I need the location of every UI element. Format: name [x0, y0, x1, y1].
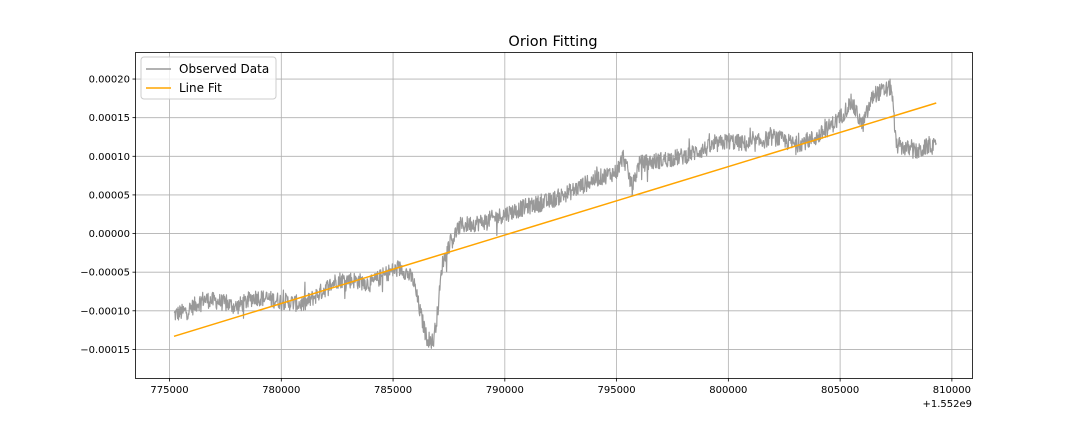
y-tick-label: 0.00010 [89, 152, 130, 163]
x-tick-label: 775000 [150, 385, 188, 396]
x-tick-label: 800000 [709, 385, 747, 396]
legend-box [140, 56, 277, 100]
x-tick-label: 780000 [262, 385, 300, 396]
y-tick-label: −0.00015 [80, 345, 130, 356]
line-fit-line [173, 102, 937, 337]
legend-label-observed: Observed Data [179, 62, 269, 76]
x-tick-label: 810000 [933, 385, 971, 396]
chart-title: Orion Fitting [508, 34, 597, 50]
observed-data-line [173, 78, 937, 349]
y-tick-label: 0.00015 [89, 113, 130, 124]
plot-frame [135, 52, 973, 379]
x-tick-label: 805000 [821, 385, 859, 396]
y-tick-label: −0.00005 [80, 268, 130, 279]
legend: Observed Data Line Fit [140, 56, 277, 100]
x-offset-label: +1.552e9 [922, 399, 972, 410]
legend-label-fit: Line Fit [179, 81, 222, 95]
x-tick-label: 790000 [486, 385, 524, 396]
y-tick-label: −0.00010 [80, 306, 130, 317]
axes: 775000 780000 785000 790000 795000 800000 8050… [80, 75, 971, 396]
y-tick-label: 0.00020 [89, 75, 130, 86]
series-group [173, 78, 937, 349]
y-tick-label: 0.00000 [89, 229, 130, 240]
grid [136, 52, 972, 378]
y-tick-label: 0.00005 [89, 190, 130, 201]
x-tick-label: 785000 [374, 385, 412, 396]
x-tick-label: 795000 [597, 385, 635, 396]
